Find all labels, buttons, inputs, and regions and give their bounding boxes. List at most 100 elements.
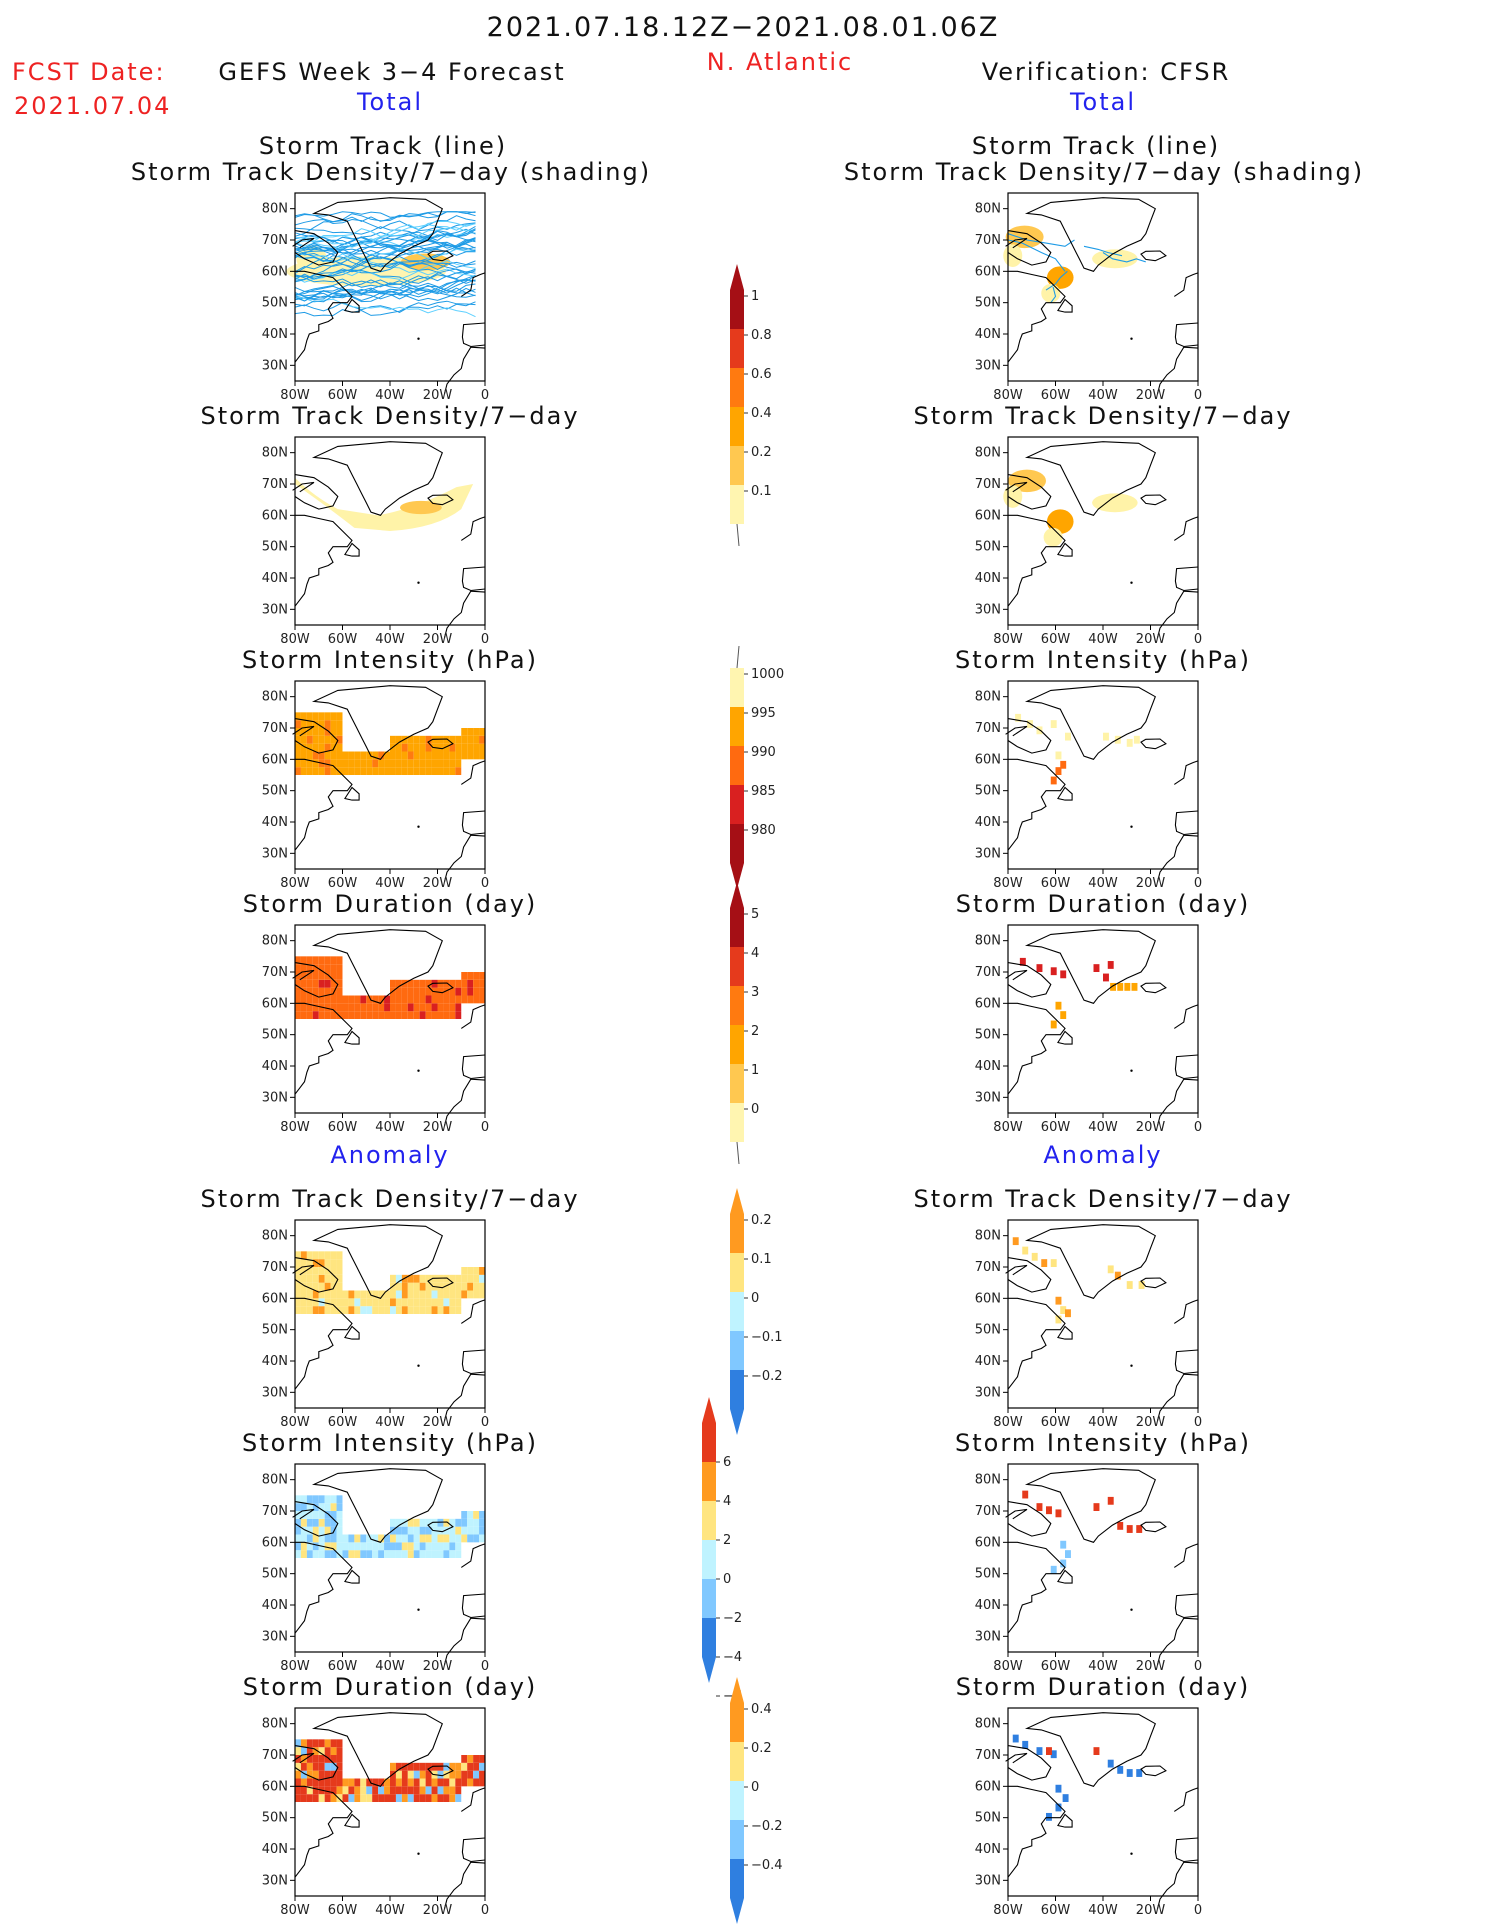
grid-cell <box>342 1306 349 1314</box>
colorbar-intensity-total: 1000 995 990 985 980 <box>730 645 784 889</box>
grid-cell <box>1117 1765 1124 1774</box>
right-total-label: Total <box>1069 88 1137 116</box>
lon-tick-label: 40W <box>1088 876 1118 891</box>
grid-cell <box>372 1298 379 1307</box>
storm-track-line <box>294 260 476 281</box>
colorbar-label: 0.6 <box>751 367 772 382</box>
grid-cell <box>318 987 325 996</box>
coastline <box>461 1054 486 1080</box>
grid-cell <box>395 1762 402 1771</box>
coastline <box>1007 1297 1066 1390</box>
grid-cell <box>312 712 319 721</box>
grid-cell <box>378 1534 385 1543</box>
grid-cell <box>330 735 337 744</box>
grid-cell <box>378 995 385 1004</box>
grid-cell <box>378 1003 385 1012</box>
map-frame <box>1007 1219 1199 1409</box>
storm-track-line <box>294 296 476 318</box>
grid-cell <box>336 1778 343 1787</box>
grid-cell <box>1126 1281 1133 1289</box>
grid-cell <box>306 1794 313 1802</box>
grid-cell <box>324 767 331 775</box>
coastline <box>460 516 486 541</box>
colorbar-label: 4 <box>751 946 759 961</box>
island-dot <box>417 1852 420 1855</box>
grid-cell <box>295 979 301 988</box>
lon-tick-label: 80W <box>280 1903 310 1918</box>
coastline <box>294 1297 353 1390</box>
grid-cell <box>455 743 462 752</box>
grid-cell <box>354 767 361 775</box>
grid-cell <box>318 1274 325 1283</box>
coastline <box>1005 969 1028 981</box>
grid-cell <box>384 1298 390 1307</box>
grid-cell <box>461 1762 468 1771</box>
grid-cell <box>295 1298 301 1307</box>
grid-cell <box>360 1290 367 1299</box>
grid-cell <box>318 1259 325 1267</box>
island-dot <box>1130 581 1133 584</box>
fcst-date-label: FCST Date: <box>12 58 166 86</box>
grid-cell <box>306 956 313 965</box>
grid-cell <box>401 1542 408 1551</box>
grid-cell <box>330 1747 337 1755</box>
colorbar-swatch <box>730 1025 744 1064</box>
colorbar-swatch <box>730 1859 744 1898</box>
right-anomaly-label: Anomaly <box>1043 1141 1163 1169</box>
grid-cell <box>1117 1521 1124 1530</box>
grid-cell <box>419 1534 426 1543</box>
grid-cell <box>324 964 331 972</box>
grid-cell <box>336 1739 343 1748</box>
lat-tick-label: 80N <box>975 1717 1001 1732</box>
grid-cell <box>437 979 444 988</box>
grid-cell <box>419 1298 426 1307</box>
grid-cell <box>360 767 367 775</box>
grid-cell <box>306 1306 313 1314</box>
map-content <box>1003 441 1199 638</box>
grid-cell <box>473 1518 480 1527</box>
grid-cell <box>300 1511 307 1519</box>
grid-cell <box>324 1290 331 1299</box>
grid-cell <box>473 1511 480 1519</box>
grid-cell <box>306 1526 313 1535</box>
grid-cell <box>360 1011 367 1019</box>
grid-cell <box>312 987 319 996</box>
grid-cell <box>306 979 313 988</box>
grid-cell <box>295 1542 301 1551</box>
grid-cell <box>467 1778 474 1787</box>
lon-tick-label: 20W <box>1136 1120 1166 1135</box>
grid-cell <box>401 759 408 768</box>
grid-cell <box>431 767 438 775</box>
grid-cell <box>413 1534 420 1543</box>
grid-cell <box>312 1011 319 1019</box>
lat-tick-label: 80N <box>975 1473 1001 1488</box>
coastline <box>1005 1264 1028 1276</box>
colorbar-label: 985 <box>751 784 776 799</box>
lon-tick-label: 0 <box>481 876 489 891</box>
right-row1-title-b: Storm Track Density/7−day (shading) <box>843 158 1365 186</box>
lon-tick-label: 40W <box>1088 1903 1118 1918</box>
grid-cell <box>437 1290 444 1299</box>
grid-cell <box>1110 982 1117 991</box>
grid-cell <box>449 751 456 760</box>
storm-track-line <box>294 245 476 269</box>
coastline <box>311 441 443 516</box>
coastline <box>1140 1521 1167 1533</box>
grid-cell <box>395 1298 402 1307</box>
grid-cell <box>312 972 319 980</box>
grid-cell <box>295 751 301 760</box>
island-dot <box>417 1069 420 1072</box>
grid-cell <box>324 735 331 744</box>
grid-cell <box>312 1747 319 1755</box>
grid-cell <box>407 735 414 744</box>
grid-cell <box>312 1511 319 1519</box>
grid-cell <box>479 987 485 996</box>
map-frame <box>1007 1463 1199 1653</box>
grid-cell <box>437 1306 444 1314</box>
coastline <box>1005 725 1028 737</box>
grid-cell <box>372 1290 379 1299</box>
grid-cell <box>461 1511 468 1519</box>
density-shading <box>1003 485 1023 508</box>
coastline <box>292 725 315 737</box>
coastline <box>1024 685 1156 760</box>
